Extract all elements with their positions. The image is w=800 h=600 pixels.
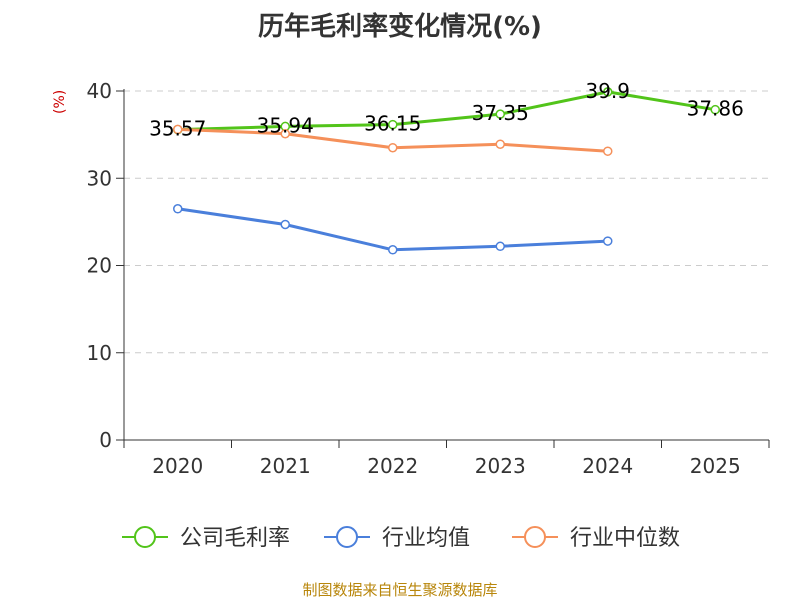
y-tick-label: 20: [87, 254, 112, 278]
y-tick-label: 30: [87, 166, 112, 190]
data-point: [173, 124, 183, 135]
chart-title: 历年毛利率变化情况(%): [258, 12, 542, 42]
data-point: [388, 142, 398, 153]
data-point: [280, 129, 290, 139]
legend-item: 行业中位数: [512, 526, 680, 551]
data-point: [603, 146, 613, 156]
data-point: [388, 119, 398, 130]
data-label: 35.57: [149, 117, 206, 141]
data-point: [173, 204, 183, 214]
legend-label: 行业均值: [382, 526, 470, 551]
data-point: [495, 241, 505, 252]
legend-label: 公司毛利率: [180, 526, 290, 551]
y-tick-label: 40: [87, 79, 112, 103]
data-label: 36.15: [364, 112, 421, 136]
legend-item: 行业均值: [324, 526, 470, 551]
data-point: [603, 87, 613, 97]
legend-marker: [134, 526, 156, 548]
series-line-1: [177, 207, 608, 252]
data-label: 37.86: [687, 97, 744, 121]
y-tick-label: 10: [87, 341, 112, 365]
legend-marker: [336, 526, 358, 548]
data-source: 制图数据来自恒生聚源数据库: [302, 581, 498, 599]
data-point: [603, 236, 613, 246]
x-tick-label: 2024: [582, 454, 633, 478]
data-label: 39.9: [585, 79, 630, 103]
data-point: [280, 219, 290, 230]
data-label: 35.94: [257, 113, 314, 137]
legend-item: 公司毛利率: [122, 526, 290, 551]
x-tick-label: 2023: [475, 454, 526, 478]
x-tick-label: 2022: [367, 454, 418, 478]
legend-marker: [524, 526, 546, 548]
data-point: [495, 139, 505, 149]
data-point: [388, 245, 398, 255]
data-label: 37.35: [472, 101, 529, 125]
y-tick-label: 0: [99, 428, 112, 452]
x-tick-label: 2021: [260, 454, 311, 478]
legend-label: 行业中位数: [570, 526, 680, 551]
data-point: [710, 104, 720, 115]
series-line-0: [177, 90, 716, 132]
x-tick-label: 2025: [690, 454, 741, 478]
x-tick-label: 2020: [152, 454, 203, 478]
data-point: [495, 109, 505, 119]
